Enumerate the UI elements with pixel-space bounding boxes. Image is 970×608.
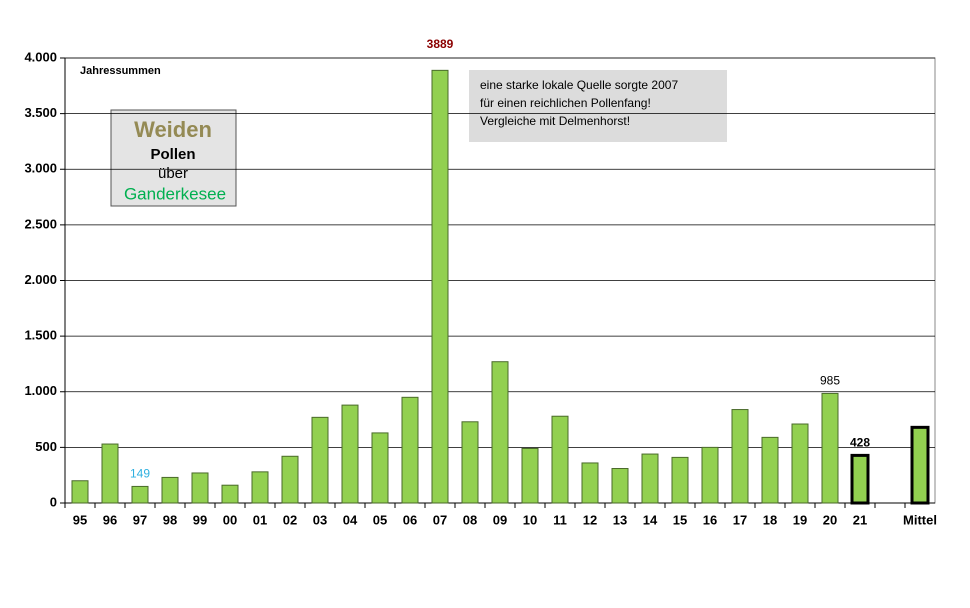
data-label: 428 [850, 436, 870, 450]
y-tick-label: 1.000 [24, 383, 57, 398]
bar [341, 404, 359, 504]
x-tick-label: 14 [643, 512, 658, 527]
x-tick-label: 19 [793, 512, 807, 527]
y-tick-label: 3.500 [24, 105, 57, 120]
x-tick-label: 08 [463, 512, 477, 527]
data-label: 3889 [427, 37, 454, 51]
bar [311, 416, 329, 504]
x-tick-label: 16 [703, 512, 717, 527]
bar [491, 361, 509, 504]
x-tick-label: 01 [253, 512, 267, 527]
x-tick-label: 09 [493, 512, 507, 527]
bar [221, 484, 239, 504]
y-tick-label: 0 [50, 494, 57, 509]
bar [461, 421, 479, 504]
y-tick-label: 500 [35, 439, 57, 454]
bar [791, 423, 809, 504]
bar [71, 480, 89, 504]
x-tick-label: 03 [313, 512, 327, 527]
x-tick-label: 04 [343, 512, 358, 527]
bar [910, 425, 930, 505]
bar [761, 436, 779, 504]
x-tick-label: 21 [853, 512, 867, 527]
y-tick-label: 4.000 [24, 49, 57, 64]
data-label: 149 [130, 467, 150, 481]
y-tick-label: 3.000 [24, 161, 57, 176]
x-tick-label: 99 [193, 512, 207, 527]
box-line: Pollen [150, 146, 195, 163]
bar [101, 443, 119, 504]
x-tick-label: 20 [823, 512, 837, 527]
x-tick-label: 13 [613, 512, 627, 527]
bar [551, 415, 569, 504]
bar [431, 69, 449, 504]
bar [611, 468, 629, 504]
x-tick-label: 06 [403, 512, 417, 527]
x-tick-label: 11 [553, 512, 567, 527]
x-tick-label: Mittel [903, 512, 937, 527]
legend-box [110, 109, 237, 207]
box-line: über [158, 165, 188, 182]
x-tick-label: 17 [733, 512, 747, 527]
y-tick-label: 2.500 [24, 216, 57, 231]
x-tick-label: 15 [673, 512, 687, 527]
bar [281, 455, 299, 504]
box-line: Ganderkesee [124, 184, 226, 203]
x-tick-label: 18 [763, 512, 777, 527]
note-line: für einen reichlichen Pollenfang! [480, 96, 651, 110]
bar [701, 446, 719, 504]
note-line: eine starke lokale Quelle sorgte 2007 [480, 78, 678, 92]
x-tick-label: 10 [523, 512, 537, 527]
x-tick-label: 00 [223, 512, 237, 527]
y-tick-label: 2.000 [24, 272, 57, 287]
x-tick-label: 95 [73, 512, 87, 527]
x-tick-label: 96 [103, 512, 117, 527]
bar [521, 447, 539, 504]
x-tick-label: 98 [163, 512, 177, 527]
x-tick-label: 12 [583, 512, 597, 527]
x-tick-label: 05 [373, 512, 387, 527]
bar [251, 471, 269, 504]
bar [161, 476, 179, 504]
bar [641, 453, 659, 504]
x-tick-label: 97 [133, 512, 147, 527]
bar [371, 432, 389, 504]
bar [671, 456, 689, 504]
bar [731, 409, 749, 504]
bar [401, 396, 419, 504]
y-tick-label: 1.500 [24, 328, 57, 343]
bar [821, 392, 839, 504]
box-title: Weiden [134, 117, 212, 142]
x-tick-label: 02 [283, 512, 297, 527]
bar [581, 462, 599, 504]
bar [131, 485, 149, 504]
note-line: Vergleiche mit Delmenhorst! [480, 114, 630, 128]
annotation: Jahressummen [80, 65, 161, 77]
bar [850, 453, 870, 505]
bar [191, 472, 209, 504]
x-tick-label: 07 [433, 512, 447, 527]
note-box [469, 70, 727, 142]
data-label: 985 [820, 374, 840, 388]
